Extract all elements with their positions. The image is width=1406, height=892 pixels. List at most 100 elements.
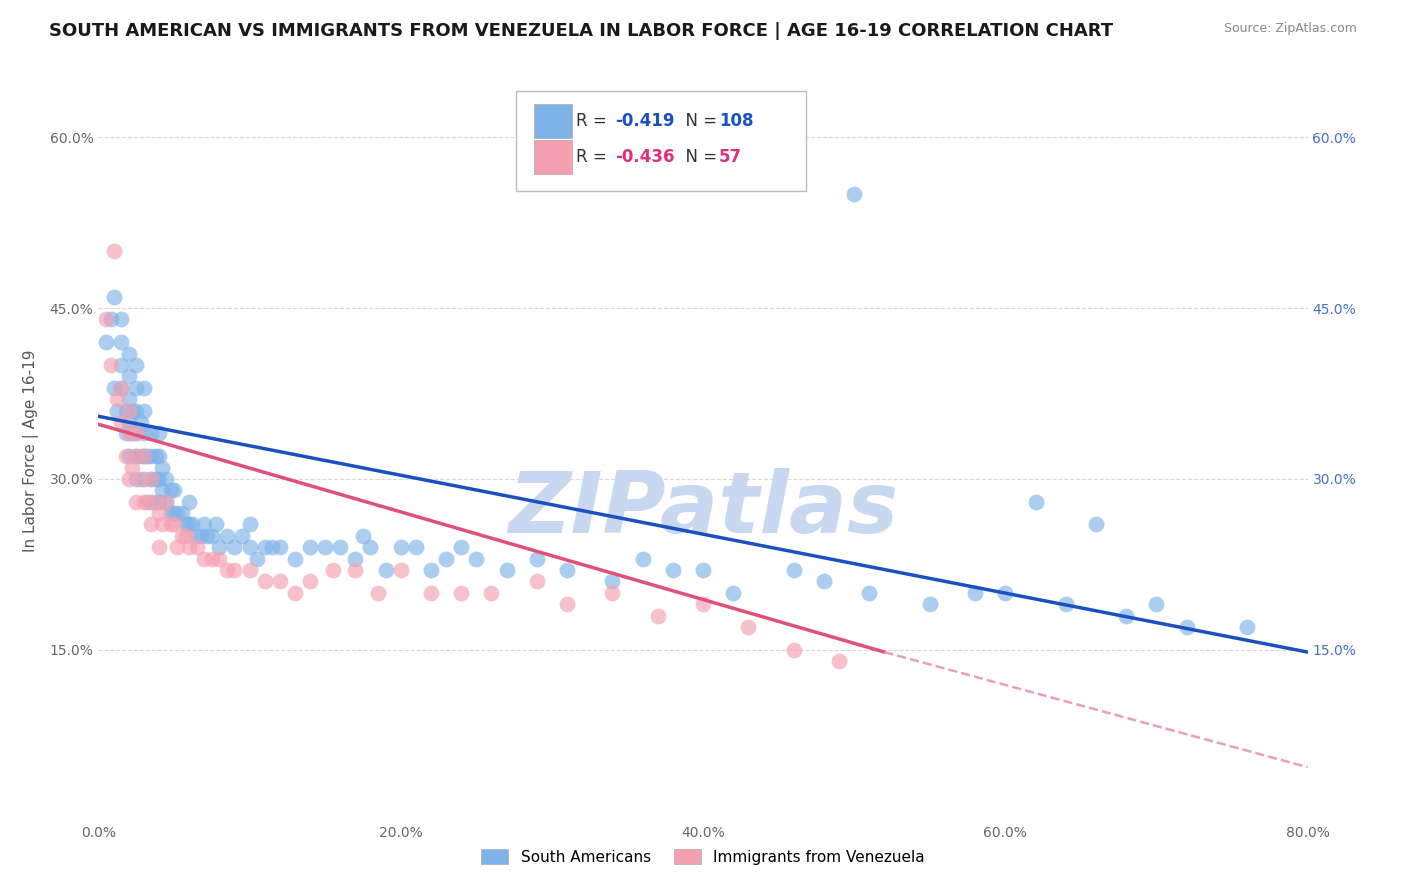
Point: [132, 472, 155, 486]
Point: [314, 541, 336, 555]
Point: [186, 529, 208, 543]
Point: [481, 586, 503, 600]
Point: [114, 426, 136, 441]
Point: [110, 312, 132, 326]
Point: [253, 541, 276, 555]
Point: [555, 563, 578, 577]
Text: ZIPatlas: ZIPatlas: [508, 468, 898, 551]
Point: [253, 574, 276, 589]
Point: [94, 335, 117, 350]
Point: [344, 563, 367, 577]
Point: [148, 541, 170, 555]
Point: [322, 563, 344, 577]
Point: [125, 403, 148, 417]
Point: [783, 642, 806, 657]
Point: [692, 563, 714, 577]
Point: [193, 517, 215, 532]
Point: [118, 449, 141, 463]
Point: [195, 529, 218, 543]
Point: [367, 586, 389, 600]
Point: [555, 597, 578, 611]
Point: [208, 541, 231, 555]
Point: [125, 358, 148, 372]
Point: [299, 541, 322, 555]
Point: [374, 563, 396, 577]
Text: SOUTH AMERICAN VS IMMIGRANTS FROM VENEZUELA IN LABOR FORCE | AGE 16-19 CORRELATI: SOUTH AMERICAN VS IMMIGRANTS FROM VENEZU…: [49, 22, 1114, 40]
Point: [692, 597, 714, 611]
Point: [110, 381, 132, 395]
Point: [163, 517, 186, 532]
Point: [450, 541, 472, 555]
Point: [813, 574, 835, 589]
Point: [526, 551, 548, 566]
Point: [125, 449, 148, 463]
Point: [118, 472, 141, 486]
Point: [181, 517, 204, 532]
Point: [174, 529, 197, 543]
Point: [179, 517, 201, 532]
Point: [174, 517, 197, 532]
Point: [269, 541, 291, 555]
Point: [329, 541, 352, 555]
Point: [201, 551, 224, 566]
Point: [118, 392, 141, 407]
Point: [299, 574, 322, 589]
Point: [145, 449, 167, 463]
Point: [118, 426, 141, 441]
Point: [166, 541, 188, 555]
Point: [495, 563, 517, 577]
Point: [224, 563, 246, 577]
Text: R =: R =: [576, 147, 612, 166]
Point: [205, 517, 228, 532]
Point: [150, 517, 173, 532]
Text: 57: 57: [718, 147, 742, 166]
Point: [141, 472, 163, 486]
Text: 108: 108: [718, 112, 754, 130]
Point: [141, 517, 163, 532]
Point: [132, 403, 155, 417]
Point: [389, 541, 412, 555]
Point: [100, 358, 122, 372]
Point: [132, 381, 155, 395]
Point: [231, 529, 253, 543]
Point: [239, 563, 262, 577]
Point: [148, 449, 170, 463]
Point: [150, 460, 173, 475]
Point: [526, 574, 548, 589]
Point: [150, 483, 173, 498]
Point: [246, 551, 269, 566]
Point: [215, 563, 238, 577]
Point: [129, 472, 152, 486]
Point: [163, 483, 186, 498]
Text: -0.419: -0.419: [614, 112, 675, 130]
Point: [103, 244, 125, 259]
Point: [135, 494, 157, 508]
Point: [118, 415, 141, 429]
Point: [160, 506, 183, 520]
Point: [602, 574, 624, 589]
Point: [110, 358, 132, 372]
Point: [110, 415, 132, 429]
Point: [94, 312, 117, 326]
Y-axis label: In Labor Force | Age 16-19: In Labor Force | Age 16-19: [22, 349, 38, 552]
Point: [141, 426, 163, 441]
Point: [647, 608, 669, 623]
Point: [420, 563, 443, 577]
Point: [201, 529, 224, 543]
FancyBboxPatch shape: [516, 91, 806, 191]
Point: [141, 449, 163, 463]
Text: Source: ZipAtlas.com: Source: ZipAtlas.com: [1223, 22, 1357, 36]
Point: [262, 541, 284, 555]
Point: [723, 586, 745, 600]
Point: [965, 586, 987, 600]
Point: [135, 449, 157, 463]
Point: [100, 312, 122, 326]
Point: [129, 415, 152, 429]
FancyBboxPatch shape: [534, 104, 572, 138]
Point: [121, 460, 143, 475]
Point: [166, 506, 188, 520]
Point: [110, 335, 132, 350]
Point: [994, 586, 1017, 600]
Point: [190, 529, 212, 543]
Point: [631, 551, 654, 566]
